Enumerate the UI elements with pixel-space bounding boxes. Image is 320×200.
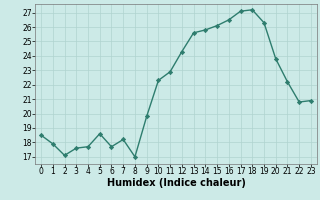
X-axis label: Humidex (Indice chaleur): Humidex (Indice chaleur) bbox=[107, 178, 245, 188]
